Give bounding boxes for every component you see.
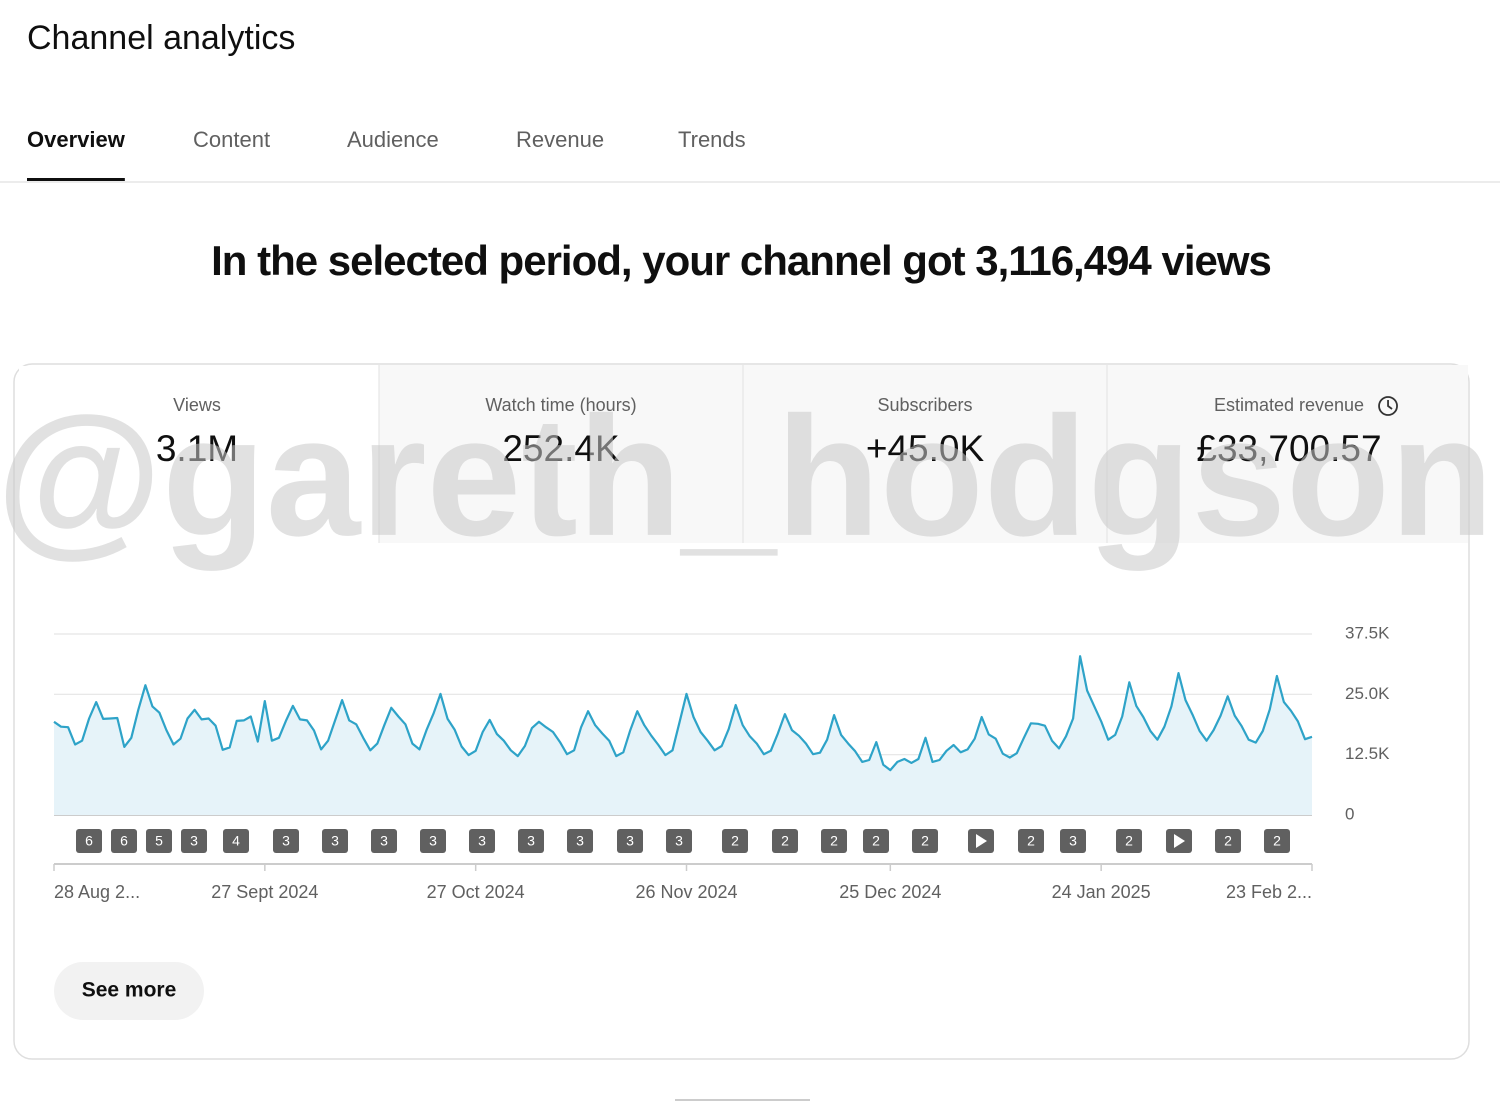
metric-tab-bg[interactable] bbox=[19, 366, 379, 543]
annotation-badge[interactable] bbox=[371, 829, 397, 853]
active-tab-indicator bbox=[27, 178, 125, 181]
annotation-count: 2 bbox=[731, 833, 739, 849]
area-fill bbox=[54, 656, 1312, 815]
annotation-count: 3 bbox=[527, 833, 535, 849]
info-clock-icon bbox=[1378, 396, 1398, 416]
metric-value: 3.1M bbox=[156, 428, 238, 469]
metric-tab-bg[interactable] bbox=[379, 365, 743, 543]
annotation-count: 2 bbox=[830, 833, 838, 849]
annotation-count: 3 bbox=[626, 833, 634, 849]
x-tick-label: 26 Nov 2024 bbox=[635, 882, 737, 902]
annotation-badge[interactable] bbox=[76, 829, 102, 853]
y-tick-label: 37.5K bbox=[1345, 623, 1390, 642]
annotation-count: 6 bbox=[85, 833, 93, 849]
annotation-badge[interactable] bbox=[181, 829, 207, 853]
annotation-badge[interactable] bbox=[1116, 829, 1142, 853]
annotation-badge[interactable] bbox=[1215, 829, 1241, 853]
annotation-count: 2 bbox=[1224, 833, 1232, 849]
headline: In the selected period, your channel got… bbox=[211, 237, 1271, 284]
annotation-badge[interactable] bbox=[666, 829, 692, 853]
nav-tab[interactable]: Revenue bbox=[516, 127, 604, 152]
info-clock-icon bbox=[1387, 400, 1393, 410]
annotation-count: 3 bbox=[282, 833, 290, 849]
annotation-badge[interactable] bbox=[772, 829, 798, 853]
annotation-count: 3 bbox=[190, 833, 198, 849]
x-tick-label: 23 Feb 2... bbox=[1226, 882, 1312, 902]
annotation-count: 2 bbox=[872, 833, 880, 849]
nav-tab[interactable]: Overview bbox=[27, 127, 126, 152]
annotation-count: 6 bbox=[120, 833, 128, 849]
nav-tab[interactable]: Trends bbox=[678, 127, 746, 152]
page-title: Channel analytics bbox=[27, 19, 295, 57]
annotation-count: 3 bbox=[429, 833, 437, 849]
x-tick-label: 25 Dec 2024 bbox=[839, 882, 941, 902]
metric-value: 252.4K bbox=[502, 428, 620, 469]
annotation-count: 5 bbox=[155, 833, 163, 849]
annotation-badge[interactable] bbox=[863, 829, 889, 853]
annotation-badge[interactable] bbox=[617, 829, 643, 853]
annotation-badge[interactable] bbox=[1060, 829, 1086, 853]
annotation-badge[interactable] bbox=[912, 829, 938, 853]
annotation-badge[interactable] bbox=[518, 829, 544, 853]
x-tick-label: 27 Sept 2024 bbox=[211, 882, 318, 902]
annotation-count: 3 bbox=[331, 833, 339, 849]
metric-value: £33,700.57 bbox=[1196, 428, 1381, 469]
metric-tab-bg[interactable] bbox=[1107, 365, 1468, 543]
metric-label: Estimated revenue bbox=[1214, 395, 1364, 415]
annotation-count: 3 bbox=[478, 833, 486, 849]
annotation-count: 2 bbox=[781, 833, 789, 849]
metric-label: Watch time (hours) bbox=[485, 395, 636, 415]
metric-value: +45.0K bbox=[866, 428, 985, 469]
annotation-count: 2 bbox=[1027, 833, 1035, 849]
annotation-badge[interactable] bbox=[821, 829, 847, 853]
nav-tab[interactable]: Content bbox=[193, 127, 270, 152]
annotation-play-icon[interactable] bbox=[976, 834, 987, 848]
y-tick-label: 12.5K bbox=[1345, 744, 1390, 763]
views-line bbox=[53, 655, 1313, 772]
annotation-play-icon[interactable] bbox=[1174, 834, 1185, 848]
annotation-badge[interactable] bbox=[273, 829, 299, 853]
annotation-badge[interactable] bbox=[146, 829, 172, 853]
y-tick-label: 25.0K bbox=[1345, 684, 1390, 703]
annotation-count: 3 bbox=[1069, 833, 1077, 849]
annotation-count: 2 bbox=[1273, 833, 1281, 849]
nav-tab[interactable]: Audience bbox=[347, 127, 439, 152]
x-tick-label: 28 Aug 2... bbox=[54, 882, 140, 902]
annotation-badge[interactable] bbox=[567, 829, 593, 853]
annotation-count: 3 bbox=[380, 833, 388, 849]
metric-label: Views bbox=[173, 395, 221, 415]
y-tick-label: 0 bbox=[1345, 804, 1354, 823]
x-tick-label: 27 Oct 2024 bbox=[427, 882, 525, 902]
annotation-count: 2 bbox=[921, 833, 929, 849]
annotation-count: 3 bbox=[675, 833, 683, 849]
annotation-badge[interactable] bbox=[1264, 829, 1290, 853]
annotation-count: 2 bbox=[1125, 833, 1133, 849]
annotation-badge[interactable] bbox=[1018, 829, 1044, 853]
annotation-badge[interactable] bbox=[722, 829, 748, 853]
metric-label: Subscribers bbox=[877, 395, 972, 415]
annotation-badge[interactable] bbox=[223, 829, 249, 853]
annotation-badge[interactable] bbox=[469, 829, 495, 853]
metric-tab-bg[interactable] bbox=[743, 365, 1107, 543]
annotation-count: 4 bbox=[232, 833, 240, 849]
x-tick-label: 24 Jan 2025 bbox=[1052, 882, 1151, 902]
see-more-label[interactable]: See more bbox=[82, 979, 177, 1002]
annotation-badge[interactable] bbox=[322, 829, 348, 853]
annotation-badge[interactable] bbox=[420, 829, 446, 853]
see-more-button[interactable] bbox=[54, 962, 204, 1020]
annotation-count: 3 bbox=[576, 833, 584, 849]
watermark: @gareth_hodgson bbox=[0, 382, 1494, 572]
annotation-badge[interactable] bbox=[111, 829, 137, 853]
